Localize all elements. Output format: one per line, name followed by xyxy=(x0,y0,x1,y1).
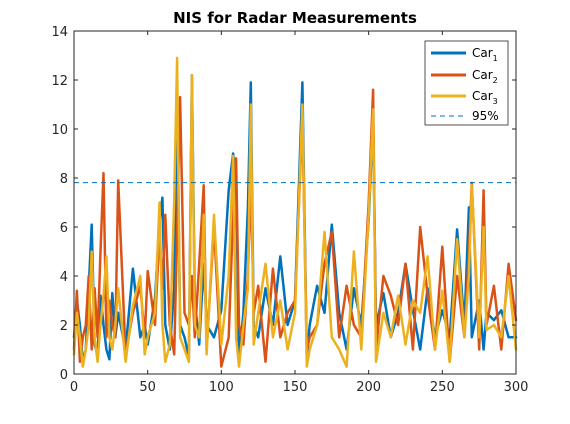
legend-label-car3: Car3 xyxy=(472,89,498,106)
x-tick-label: 150 xyxy=(283,380,308,395)
x-tick-label: 300 xyxy=(504,380,529,395)
legend-label-car1: Car1 xyxy=(472,46,498,63)
y-tick-label: 2 xyxy=(60,319,68,334)
legend-item-95: 95% xyxy=(431,109,499,123)
legend-item-car2: Car2 xyxy=(431,68,498,85)
y-tick-label: 12 xyxy=(51,74,68,89)
series-layer xyxy=(72,56,518,368)
y-tick-label: 6 xyxy=(60,221,68,236)
series-line-car3 xyxy=(72,56,518,368)
legend-item-car3: Car3 xyxy=(431,89,498,106)
y-tick-label: 4 xyxy=(60,270,68,285)
x-tick-label: 100 xyxy=(209,380,234,395)
y-tick-label: 0 xyxy=(60,368,68,383)
x-tick-label: 50 xyxy=(139,380,156,395)
x-tick-label: 250 xyxy=(430,380,455,395)
legend-label-95: 95% xyxy=(472,109,499,123)
legend: Car1 Car2 Car3 95% xyxy=(424,40,509,126)
legend-label-car2: Car2 xyxy=(472,68,498,85)
y-axis: 0 2 4 6 8 10 12 14 xyxy=(51,25,516,383)
legend-box xyxy=(424,40,509,126)
y-tick-label: 10 xyxy=(51,123,68,138)
y-tick-label: 14 xyxy=(51,25,68,40)
x-axis: 0 50 100 150 200 250 300 xyxy=(70,31,529,395)
y-tick-label: 8 xyxy=(60,172,68,187)
legend-item-car1: Car1 xyxy=(431,46,498,63)
chart-title: NIS for Radar Measurements xyxy=(173,9,417,27)
x-tick-label: 0 xyxy=(70,380,78,395)
x-tick-label: 200 xyxy=(356,380,381,395)
